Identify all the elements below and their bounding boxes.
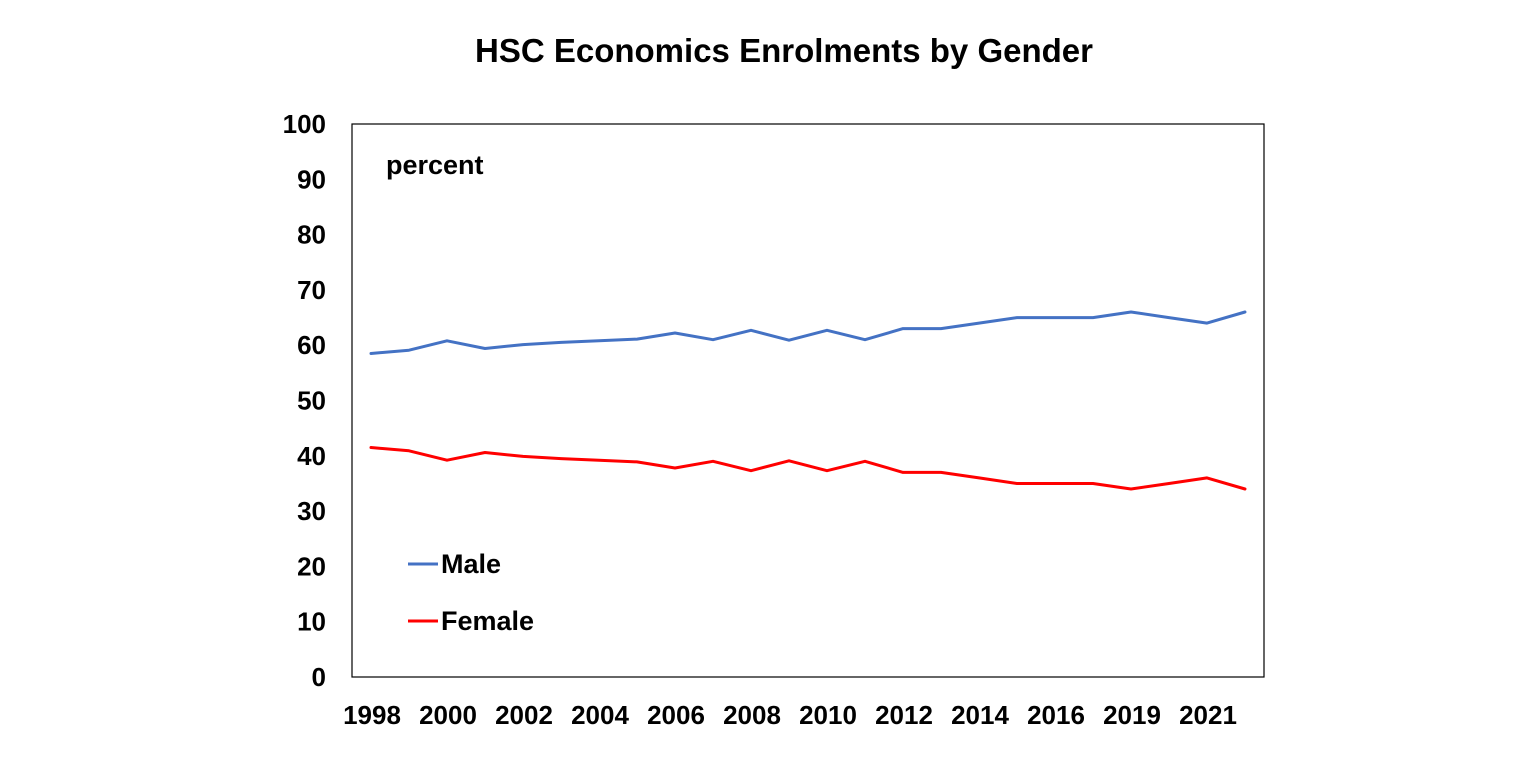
y-tick-label: 50 — [297, 386, 326, 416]
x-tick-label: 2010 — [799, 700, 857, 730]
x-tick-label: 1998 — [343, 700, 401, 730]
x-tick-label: 2019 — [1103, 700, 1161, 730]
x-tick-label: 2006 — [647, 700, 705, 730]
x-tick-label: 2000 — [419, 700, 477, 730]
legend-item-female: Female — [408, 606, 534, 636]
x-tick-label: 2012 — [875, 700, 933, 730]
y-tick-label: 20 — [297, 551, 326, 581]
legend-label-female: Female — [441, 606, 534, 636]
y-tick-label: 80 — [297, 220, 326, 250]
x-tick-label: 2016 — [1027, 700, 1085, 730]
x-tick-label: 2014 — [951, 700, 1009, 730]
y-tick-label: 70 — [297, 275, 326, 305]
x-tick-label: 2004 — [571, 700, 629, 730]
series-lines — [369, 310, 1247, 491]
y-tick-label: 100 — [283, 109, 326, 139]
chart-title: HSC Economics Enrolments by Gender — [475, 32, 1093, 69]
y-tick-label: 10 — [297, 607, 326, 637]
y-tick-label: 60 — [297, 330, 326, 360]
series-line-female — [369, 446, 1247, 491]
y-tick-label: 40 — [297, 441, 326, 471]
y-tick-label: 30 — [297, 496, 326, 526]
unit-label: percent — [386, 150, 484, 180]
y-tick-label: 0 — [312, 662, 326, 692]
x-tick-label: 2021 — [1179, 700, 1237, 730]
legend-item-male: Male — [408, 549, 501, 579]
legend: Male Female — [408, 549, 534, 636]
x-tick-label: 2008 — [723, 700, 781, 730]
series-line-male — [369, 310, 1247, 355]
x-axis-ticks: 1998 2000 2002 2004 2006 2008 2010 2012 2014 2016… — [343, 700, 1237, 730]
plot-area — [351, 123, 1265, 678]
y-axis-ticks: 0 10 20 30 40 50 60 70 80 90 100 — [283, 109, 326, 692]
legend-label-male: Male — [441, 549, 501, 579]
y-tick-label: 90 — [297, 164, 326, 194]
x-tick-label: 2002 — [495, 700, 553, 730]
